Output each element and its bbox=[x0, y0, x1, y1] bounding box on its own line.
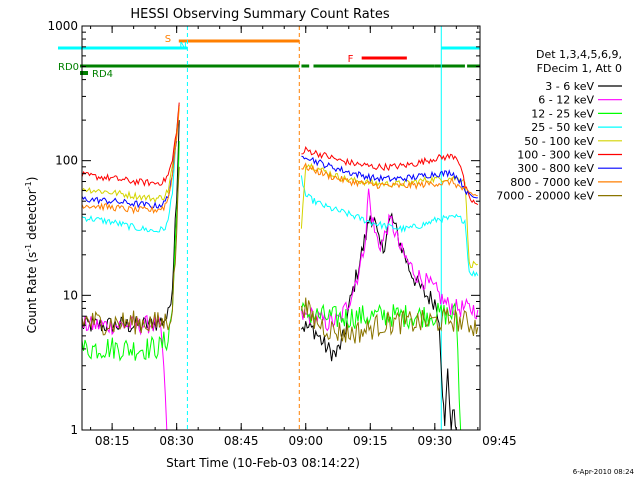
series-line-4-seg-0 bbox=[81, 104, 180, 204]
series-line-1-seg-1 bbox=[300, 188, 479, 332]
y-tick-label-0: 1 bbox=[70, 423, 78, 437]
series-line-3-seg-0 bbox=[81, 104, 180, 233]
flag-label-RD0: RD0 bbox=[58, 62, 79, 73]
y-axis-label: Count Rate (s-1 detector-1) bbox=[24, 177, 39, 334]
series-line-6-seg-1 bbox=[301, 155, 478, 199]
flag-label-F: F bbox=[348, 54, 354, 65]
legend-label-4: 50 - 100 keV bbox=[524, 135, 594, 148]
x-tick-label-4: 09:15 bbox=[353, 434, 388, 448]
series-line-7-seg-1 bbox=[301, 162, 478, 197]
legend-header-line1: Det 1,3,4,5,6,9, bbox=[536, 48, 622, 61]
series-line-5-seg-0 bbox=[81, 102, 180, 187]
legend-header-line2: FDecim 1, Att 0 bbox=[537, 62, 622, 75]
series-line-7-seg-0 bbox=[81, 107, 180, 215]
x-tick-label-6: 09:45 bbox=[482, 434, 517, 448]
series-line-8-seg-0 bbox=[81, 166, 180, 336]
legend-label-7: 800 - 7000 keV bbox=[510, 176, 594, 189]
y-tick-label-3: 1000 bbox=[47, 19, 78, 33]
legend-label-6: 300 - 800 keV bbox=[517, 162, 594, 175]
x-tick-label-5: 09:30 bbox=[418, 434, 453, 448]
flag-label-RD4: RD4 bbox=[92, 69, 113, 80]
series-line-8-seg-1 bbox=[300, 297, 479, 344]
axes: 08:15 08:30 08:45 09:00 09:15 09:30 09:45 1 10 10… bbox=[47, 19, 516, 448]
series-line-0-seg-1 bbox=[301, 212, 457, 431]
series-line-6-seg-0 bbox=[81, 140, 178, 210]
series-line-2-seg-0 bbox=[81, 140, 180, 362]
flag-label-S: S bbox=[165, 34, 171, 45]
legend-label-3: 25 - 50 keV bbox=[531, 121, 594, 134]
series-line-0-seg-0 bbox=[81, 120, 180, 333]
y-tick-label-1: 10 bbox=[63, 288, 78, 302]
x-axis-label: Start Time (10-Feb-03 08:14:22) bbox=[166, 456, 360, 470]
legend-label-8: 7000 - 20000 keV bbox=[496, 190, 594, 203]
flag-label-N: N bbox=[179, 41, 186, 52]
legend-label-5: 100 - 300 keV bbox=[517, 149, 594, 162]
x-tick-label-2: 08:45 bbox=[224, 434, 259, 448]
flag-bars: SN RD0 RD4 F bbox=[58, 34, 480, 80]
x-tick-label-0: 08:15 bbox=[95, 434, 130, 448]
legend-label-1: 6 - 12 keV bbox=[538, 94, 594, 107]
series-line-2-seg-1 bbox=[300, 301, 462, 431]
series-lines bbox=[81, 102, 479, 431]
plot-frame bbox=[81, 25, 481, 431]
series-line-1-seg-0 bbox=[81, 314, 168, 431]
series-line-5-seg-1 bbox=[301, 145, 479, 206]
legend-label-2: 12 - 25 keV bbox=[531, 107, 594, 120]
x-tick-label-1: 08:30 bbox=[159, 434, 194, 448]
footer-date: 6-Apr-2010 08:24 bbox=[573, 468, 635, 476]
x-tick-label-3: 09:00 bbox=[288, 434, 323, 448]
y-tick-label-2: 100 bbox=[55, 154, 78, 168]
chart-title: HESSI Observing Summary Count Rates bbox=[130, 7, 389, 22]
series-line-3-seg-1 bbox=[300, 175, 479, 278]
legend-label-0: 3 - 6 keV bbox=[545, 80, 594, 93]
